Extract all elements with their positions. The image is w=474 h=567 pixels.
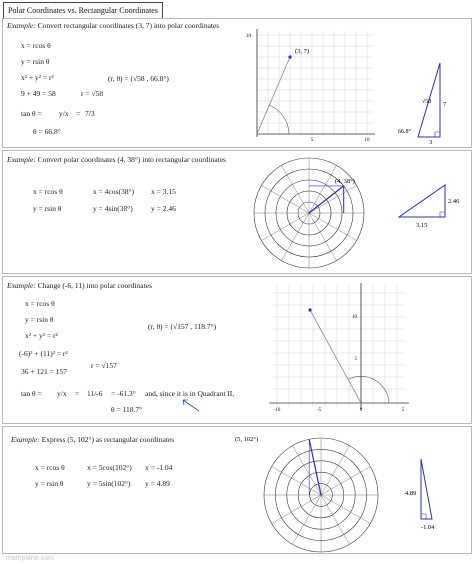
ex4-eq-x: x = rcos θ xyxy=(35,463,65,472)
ex3-eq-sum: 36 + 121 = 157 xyxy=(21,367,67,376)
ex1-eq-tan: tan θ = xyxy=(21,109,42,118)
ex4-tri-opp: 4.89 xyxy=(405,490,416,497)
example-2-heading: Example: Convert polar coordinates (4, 3… xyxy=(7,155,226,164)
ex1-grid xyxy=(257,31,373,135)
example-2-prompt: Convert polar coordinates (4, 38°) into … xyxy=(37,155,226,164)
ex1-triangle: √58 7 3 66.8° xyxy=(398,62,447,146)
ex2-triangle: 2.46 3.15 xyxy=(397,184,460,229)
ex1-tick-10-x: 10 xyxy=(365,138,371,143)
example-4-prompt: Express (5, 102°) as rectangular coordin… xyxy=(41,435,175,444)
ex2-tri-opp: 2.46 xyxy=(448,198,460,205)
ex1-tri-opp: 7 xyxy=(443,101,447,108)
ex3-tick-5-y: 5 xyxy=(355,357,358,362)
ex4-triangle: 4.89 -1.04 xyxy=(405,458,435,531)
example-label: Example: xyxy=(7,281,36,290)
ex3-eq-tan-yx: y/x xyxy=(57,389,67,398)
ex2-vector xyxy=(308,185,345,214)
ex1-eq-y: y = rsin θ xyxy=(21,57,50,66)
page-title: Polar Coordinates vs. Rectangular Coordi… xyxy=(3,2,163,19)
ex2-eq-y: y = rsin θ xyxy=(33,204,62,213)
ex1-eq-sum: 9 + 49 = 58 xyxy=(21,89,56,98)
ex1-tick-10-y: 10 xyxy=(246,34,252,39)
ex1-tick-5-x: 5 xyxy=(311,138,314,143)
ex3-eq-tan-eq: = xyxy=(75,389,80,398)
ex3-eq-tan-frac: 11/-6 xyxy=(87,389,103,398)
ex3-grid xyxy=(273,285,405,407)
ex1-point xyxy=(288,55,292,59)
ex3-vector xyxy=(309,309,362,404)
ex2-eq-x-sub: x = 4cos(38°) xyxy=(93,187,134,196)
ex3-eq-tan: tan θ = xyxy=(21,389,42,398)
ex4-eq-y-sub: y = 5sin(102°) xyxy=(87,479,131,488)
ex3-tick-5: 5 xyxy=(402,408,405,413)
ex4-point-label: (5, 102°) xyxy=(235,436,258,443)
ex1-result: (r, θ) = (√58 , 66.8°) xyxy=(108,74,169,83)
example-3-prompt: Change (-6, 11) into polar coordinates xyxy=(37,281,152,290)
ex2-polar-graph: (4, 38°) xyxy=(253,157,365,269)
ex2-eq-x: x = rcos θ xyxy=(33,187,63,196)
ex1-eq-pythag: x² + y² = r² xyxy=(21,73,54,82)
ex4-eq-x-result: x = -1.04 xyxy=(145,463,173,472)
example-1-heading: Example: Convert rectangular coordinates… xyxy=(7,21,219,30)
ex1-eq-tan-eq: = xyxy=(76,109,81,118)
ex4-eq-y: y = rsin θ xyxy=(35,479,64,488)
example-3-heading: Example: Change (-6, 11) into polar coor… xyxy=(7,281,152,290)
ex3-eq-y: y = rsin θ xyxy=(25,315,54,324)
ex1-eq-r: r = √58 xyxy=(81,89,104,98)
ex3-result: (r, θ) = (√157 , 118.7°) xyxy=(148,322,217,331)
ex3-eq-pythag: x² + y² = r² xyxy=(25,331,58,340)
ex3-quadrant-note: and, since it is in Quadrant II, xyxy=(145,389,235,398)
ex4-eq-x-sub: x = 5cos(102°) xyxy=(87,463,132,472)
example-panel-3: Example: Change (-6, 11) into polar coor… xyxy=(2,276,472,424)
example-1-prompt: Convert rectangular coordinates (3, 7) i… xyxy=(37,21,220,30)
ex3-cartesian-graph: -10 -5 0 5 10 5 xyxy=(269,283,409,413)
example-panel-2: Example: Convert polar coordinates (4, 3… xyxy=(2,150,472,274)
ex3-note-arrow xyxy=(182,399,200,412)
ex1-tri-angle: 66.8° xyxy=(398,128,412,135)
ex2-point-label: (4, 38°) xyxy=(335,178,355,185)
example-label: Example: xyxy=(7,155,36,164)
ex4-vector xyxy=(308,439,322,496)
ex3-eq-tan-result: = -61.3° xyxy=(111,389,136,398)
ex3-tick-m5: -5 xyxy=(317,408,322,413)
ex3-point xyxy=(308,308,312,312)
ex4-polar-graph: (5, 102°) xyxy=(235,436,379,553)
ex3-eq-x: x = rcos θ xyxy=(25,299,55,308)
example-label: Example: xyxy=(7,21,36,30)
ex1-point-label: (3, 7) xyxy=(295,48,309,55)
example-4-heading: Example: Express (5, 102°) as rectangula… xyxy=(11,435,174,444)
ex3-eq-theta: θ = 118.7° xyxy=(111,405,143,414)
ex1-eq-theta: θ = 66.8° xyxy=(33,127,61,136)
example-panel-4: Example: Express (5, 102°) as rectangula… xyxy=(2,426,472,554)
ex1-tri-hyp: √58 xyxy=(422,98,431,105)
ex4-tri-adj: -1.04 xyxy=(421,524,435,531)
ex1-eq-x: x = rcos θ xyxy=(21,41,51,50)
ex3-eq-r: r = √157 xyxy=(91,361,117,370)
ex2-eq-y-result: y = 2.46 xyxy=(151,204,176,213)
ex1-vector xyxy=(256,56,291,135)
ex3-tick-10-y: 10 xyxy=(352,315,358,320)
ex1-eq-tan-frac: 7/3 xyxy=(85,109,95,118)
ex2-tri-adj: 3.15 xyxy=(416,222,427,229)
ex3-tick-m10: -10 xyxy=(274,408,281,413)
ex1-angle-arc xyxy=(268,104,290,135)
ex2-eq-y-sub: y = 4sin(38°) xyxy=(93,204,133,213)
ex1-eq-tan-yx: y/x xyxy=(59,109,69,118)
example-label: Example: xyxy=(11,435,40,444)
ex1-cartesian-graph: 10 5 10 (3, 7) xyxy=(246,29,375,143)
ex2-eq-x-result: x = 3.15 xyxy=(151,187,176,196)
ex3-eq-substitute: (-6)² + (11)² = r² xyxy=(19,349,68,358)
ex4-eq-y-result: y = 4.89 xyxy=(145,479,170,488)
ex3-tick-0: 0 xyxy=(360,408,363,413)
ex3-angle-arc xyxy=(348,375,390,404)
example-panel-1: Example: Convert rectangular coordinates… xyxy=(2,18,472,148)
watermark: mathplane.com xyxy=(6,555,54,562)
ex1-tri-adj: 3 xyxy=(429,139,432,146)
